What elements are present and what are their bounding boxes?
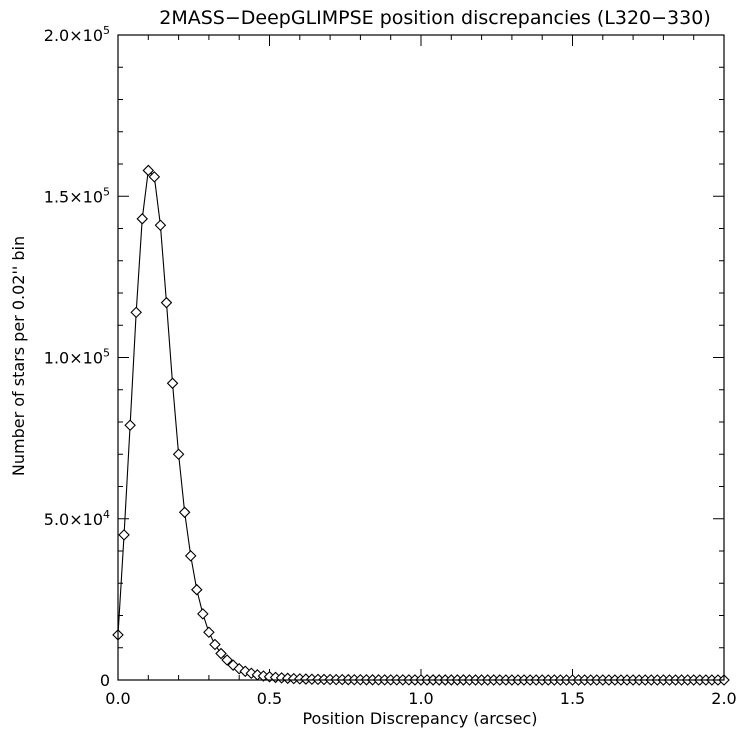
data-point [209,638,221,651]
data-point [197,608,209,620]
data-point [178,506,191,519]
y-tick-label: 1.5×105 [44,185,110,206]
y-axis-label: Number of stars per 0.02'' bin [9,236,28,476]
data-point [118,529,130,541]
y-tick-labels: 0 5.0×104 1.0×105 1.5×105 2.0×105 [44,24,110,690]
data-point [203,626,215,639]
y-tick-label: 1.0×105 [44,347,110,368]
y-tick-label: 2.0×105 [44,24,110,45]
x-tick-label: 1.5 [560,689,585,708]
y-tick-label: 0 [100,671,110,690]
data-point [160,296,173,309]
data-point [154,219,167,232]
data-point [130,306,142,319]
data-point [148,171,161,183]
data-point [215,647,227,660]
x-axis-label: Position Discrepancy (arcsec) [302,709,537,728]
plot-frame [117,34,725,681]
x-tick-label: 0.5 [257,689,282,708]
x-tick-labels: 0.0 0.5 1.0 1.5 2.0 [105,689,736,708]
data-point [172,448,185,461]
data-point [221,654,233,666]
data-point [184,550,197,562]
data-point [191,583,203,596]
chart-title: 2MASS−DeepGLIMPSE position discrepancies… [159,7,710,29]
x-tick-label: 1.0 [408,689,433,708]
x-tick-label: 0.0 [105,689,130,708]
y-tick-label: 5.0×104 [44,508,110,529]
data-point [166,377,179,390]
data-point [142,164,155,177]
data-point [136,213,149,225]
data-point [124,419,136,432]
x-tick-label: 2.0 [711,689,736,708]
